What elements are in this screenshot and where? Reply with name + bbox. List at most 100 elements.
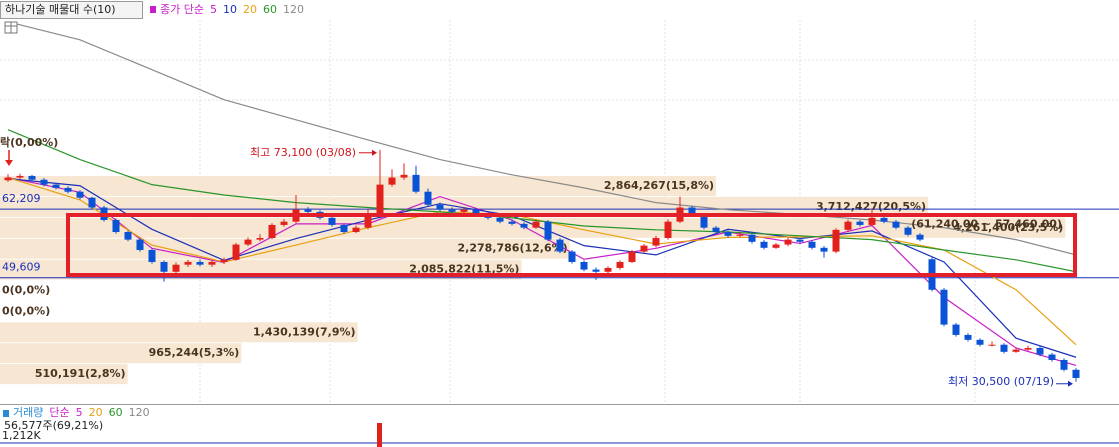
candle-body [940,289,948,325]
legend-marker [3,410,9,417]
candle-body [868,217,876,225]
candle-body [460,209,468,212]
candle-body [880,217,888,222]
legend-entry: 120 [129,406,150,419]
profile-label: 2,278,786(12,6%) [458,242,568,255]
candle-body [892,221,900,228]
candle-body [544,221,552,240]
candle-body [184,261,192,265]
candle-body [832,229,840,252]
high-arrow-head [372,149,377,156]
candle-body [244,239,252,245]
candle-body [580,261,588,270]
candle-body [304,209,312,212]
high-label: 최고 73,100 (03/08) [250,146,356,159]
legend-entry: 120 [283,3,304,16]
candle-body [964,334,972,340]
candle-body [988,344,996,346]
candle-body [136,239,144,250]
candle-body [1060,359,1068,370]
candle-body [712,227,720,233]
candle-body [604,267,612,272]
candle-body [820,247,828,252]
candle-body [688,207,696,215]
chart-title: 하나기술 매물대 수(10) [5,2,116,16]
legend-entry: 5 [76,406,83,419]
profile-label: 0(0,0%) [2,304,50,317]
candle-body [388,177,396,185]
candle-body [592,269,600,272]
profile-bar [0,322,358,343]
candle-body [1024,348,1032,350]
candle-body [148,249,156,262]
candle-body [76,191,84,198]
candle-body [268,224,276,238]
profile-bar [0,176,717,196]
ma-line [7,21,1077,256]
candle-body [40,179,48,185]
candle-body [256,238,264,240]
candle-body [64,187,72,192]
candle-body [628,251,636,262]
volume-bar [377,423,382,447]
candle-body [556,239,564,252]
profile-bar [0,343,242,364]
top-label: 락(0,00%) [0,136,58,149]
candle-body [172,264,180,272]
candle-body [616,261,624,268]
candle-body [220,259,228,262]
candle-body [976,339,984,345]
candle-body [640,245,648,252]
candle-body [1000,344,1008,352]
candle-body [424,191,432,205]
legend-entry: 단순 [49,406,69,419]
candle-body [736,234,744,236]
profile-label: 510,191(2,8%) [35,367,126,380]
candle-body [340,224,348,233]
title-box [0,1,143,19]
candle-body [772,244,780,248]
candle-body [784,239,792,245]
candle-body [28,175,36,180]
legend-entry: 10 [223,3,237,16]
legend: 종가 단순 5 10 20 60 120 [150,3,304,16]
legend-entry: 종가 단순 [160,3,204,16]
legend-entry: 20 [89,406,103,419]
candle-body [1048,354,1056,360]
candle-body [208,261,216,265]
candle-body [748,234,756,242]
candle-body [112,220,120,233]
volume-info: 56,577주(69,21%) [4,419,103,432]
candle-body [520,223,528,228]
candle-body [196,261,204,265]
candle-body [472,209,480,215]
profile-label: 1,430,139(7,9%) [253,325,356,338]
candle-body [496,217,504,222]
price-line-label: 49,609 [2,261,41,274]
candle-body [856,221,864,225]
candle-body [1036,348,1044,355]
candle-body [412,174,420,192]
profile-label: 2,864,267(15,8%) [604,179,714,192]
candle-body [700,214,708,228]
profile-bar [0,217,1066,238]
profile-label: 965,244(5,3%) [149,346,240,359]
candle-body [916,234,924,240]
legend-entry: 60 [263,3,277,16]
grid [0,20,1119,403]
candle-body [724,232,732,236]
range-label: (61,240.00 ~ 57,460.00) [911,218,1062,231]
candle-body [376,184,384,215]
candle-body [4,177,12,181]
profile-bar [0,364,128,385]
candle-body [400,174,408,178]
candle-body [796,239,804,242]
candle-body [232,244,240,260]
volume-legend: 거래량 단순 5 20 60 120 [3,406,150,419]
legend-entry: 5 [210,3,217,16]
candle-body [88,197,96,208]
candle-body [124,232,132,240]
candle-body [664,221,672,238]
candle-body [532,221,540,228]
candle-body [652,238,660,246]
